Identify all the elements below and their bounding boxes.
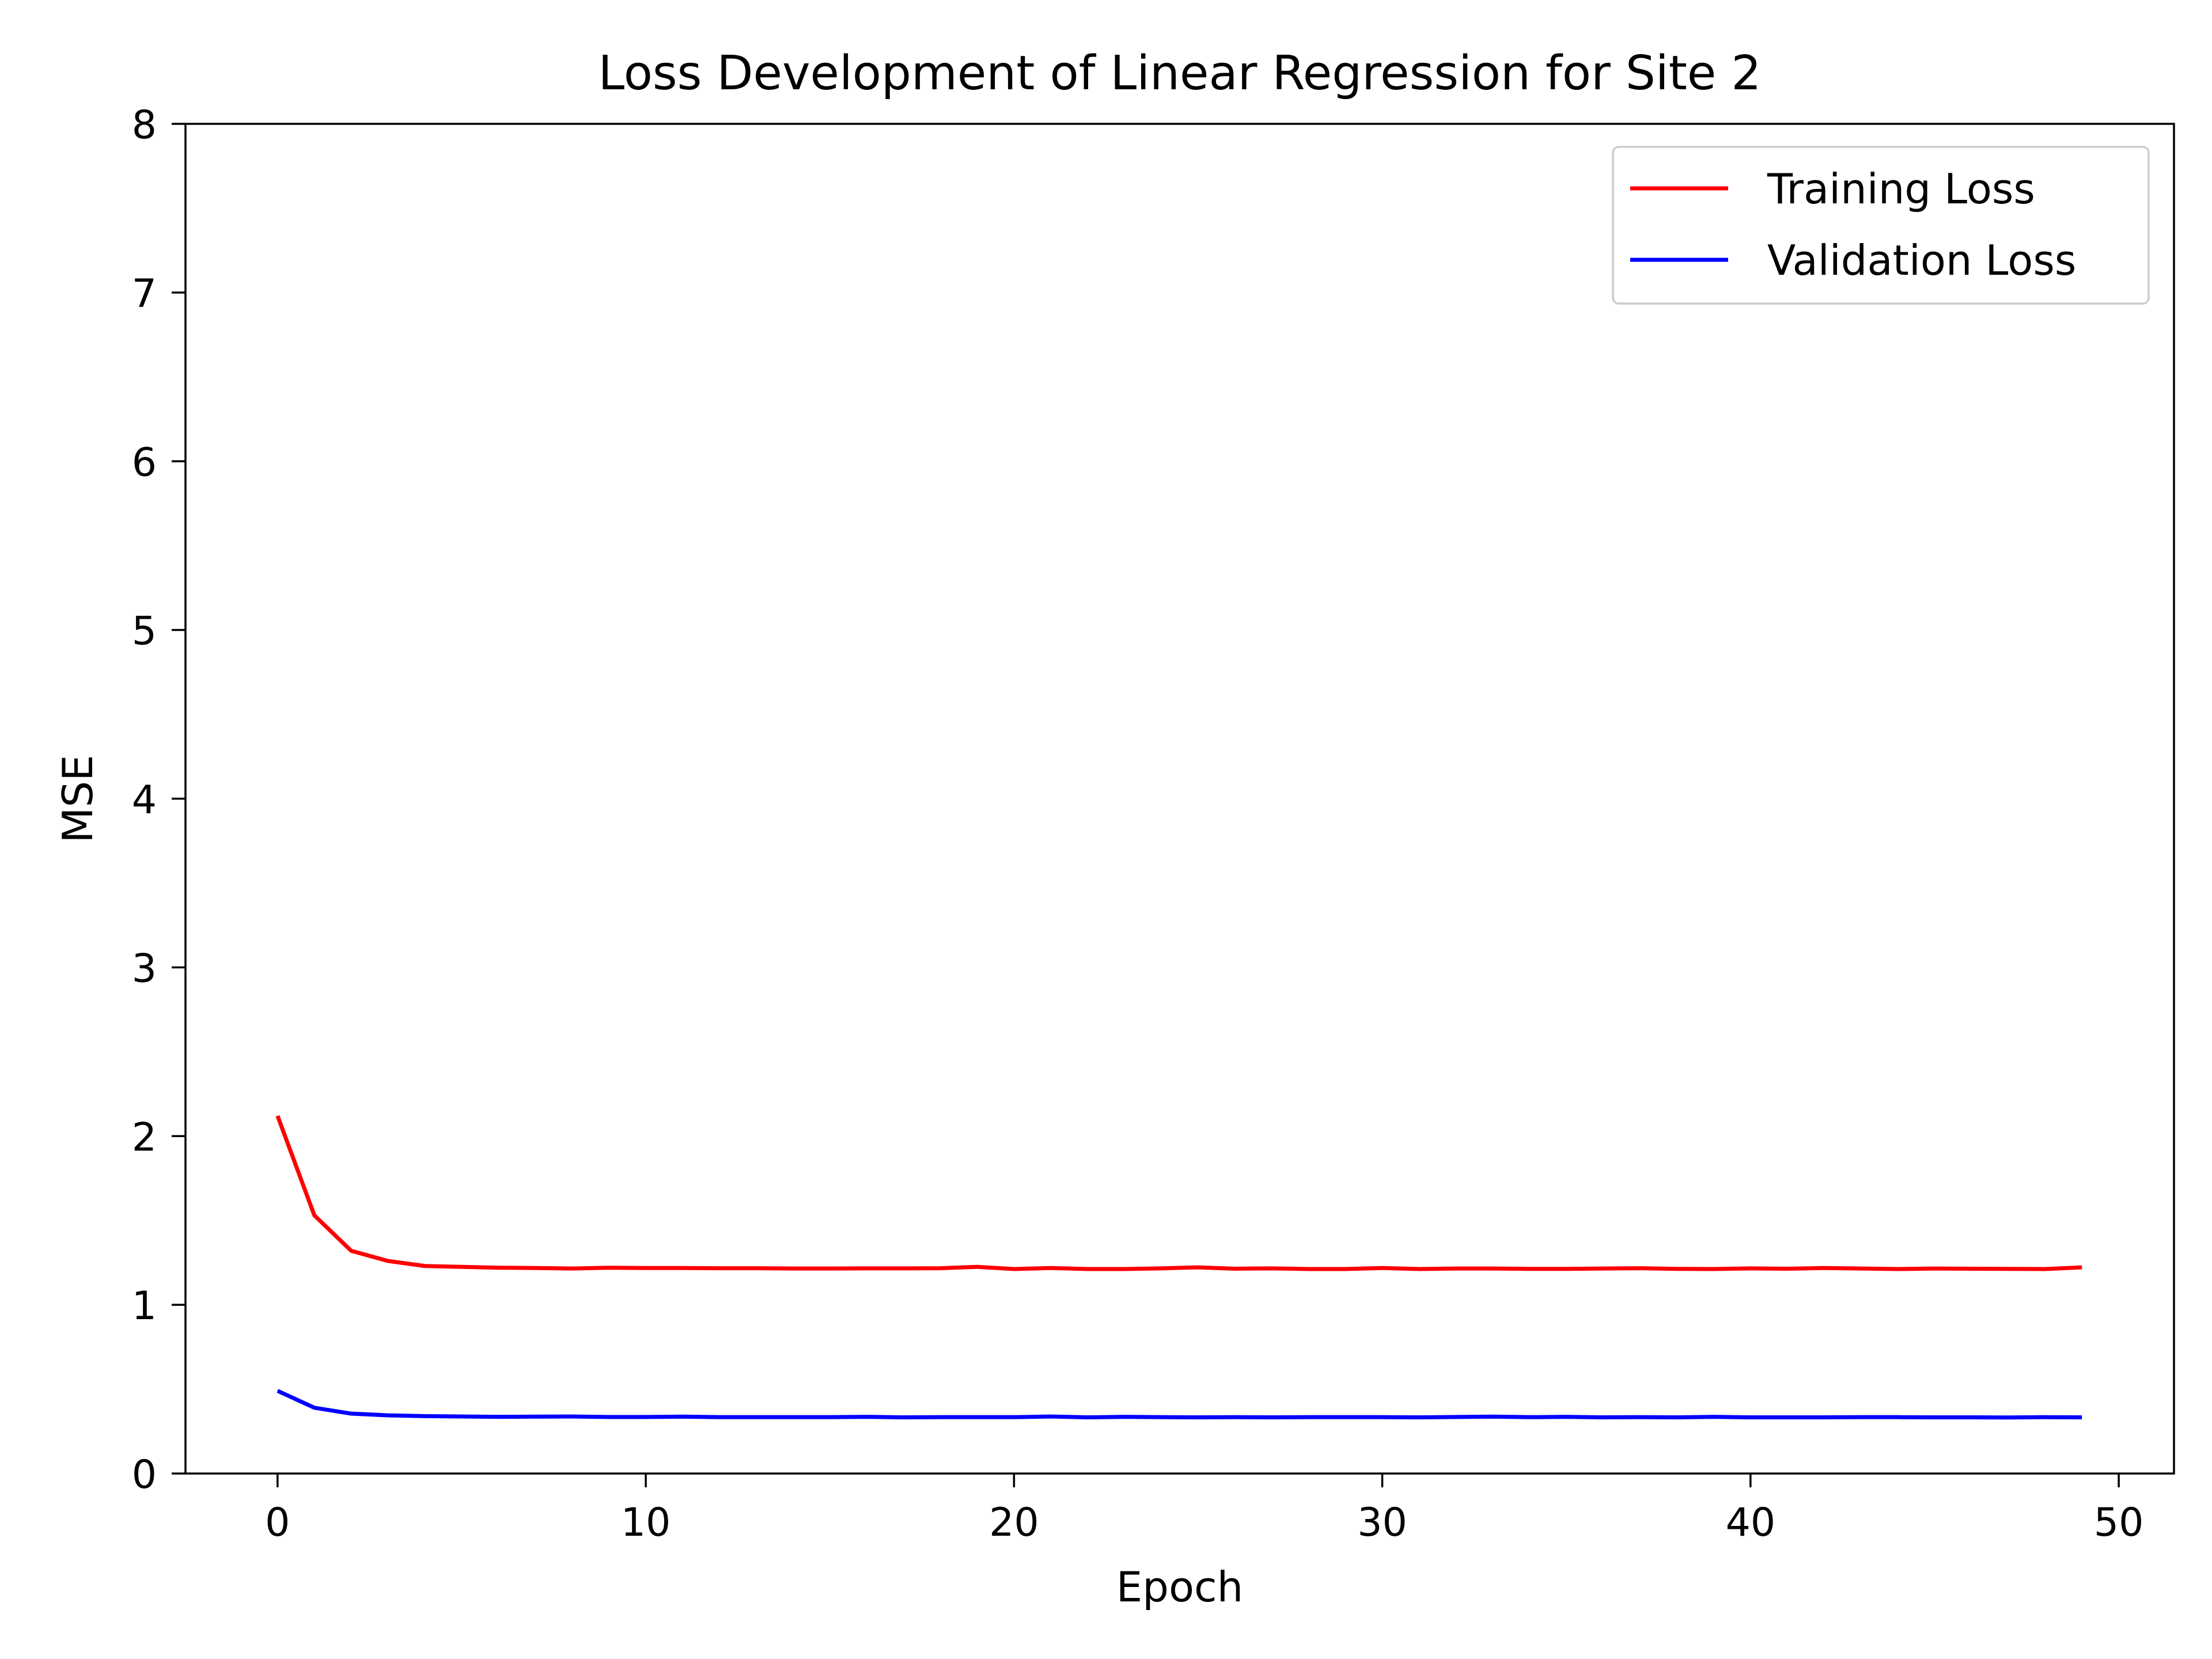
y-tick-label: 5 <box>132 609 157 654</box>
x-tick-label: 50 <box>2094 1500 2144 1546</box>
axes: 0 10 20 30 40 50 0 1 2 3 4 5 6 7 8 <box>132 103 2175 1546</box>
y-tick-label: 0 <box>132 1452 157 1498</box>
x-tick-label: 20 <box>989 1500 1039 1546</box>
legend-label-training-loss: Training Loss <box>1767 165 2035 213</box>
y-tick-label: 8 <box>132 103 157 148</box>
legend: Training Loss Validation Loss <box>1612 146 2150 305</box>
x-tick-label: 30 <box>1357 1500 1407 1546</box>
y-axis-label: MSE <box>54 755 102 843</box>
chart-title: Loss Development of Linear Regression fo… <box>598 46 1761 101</box>
legend-box <box>1612 146 2150 305</box>
series-line-validation-loss <box>276 1389 2082 1420</box>
x-tick-label: 40 <box>1726 1500 1776 1546</box>
x-tick-label: 0 <box>265 1500 290 1546</box>
y-tick-label: 2 <box>132 1115 157 1160</box>
series-line-training-loss <box>275 1115 2082 1271</box>
legend-label-validation-loss: Validation Loss <box>1767 236 2076 285</box>
plot-area <box>275 1115 2082 1420</box>
y-tick-label: 1 <box>132 1283 157 1329</box>
y-tick-label: 6 <box>132 440 157 486</box>
y-tick-label: 7 <box>132 271 157 317</box>
x-tick-label: 10 <box>621 1500 671 1546</box>
x-axis-label: Epoch <box>1116 1563 1243 1611</box>
y-tick-label: 3 <box>132 946 157 991</box>
y-tick-label: 4 <box>132 778 157 823</box>
